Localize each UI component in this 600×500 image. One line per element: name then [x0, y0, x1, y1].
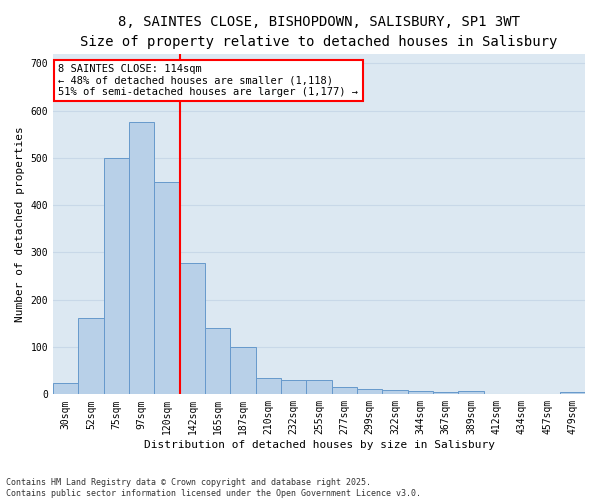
- Bar: [560, 392, 585, 394]
- Bar: [256, 378, 281, 394]
- Bar: [205, 328, 230, 394]
- Bar: [332, 387, 357, 394]
- Bar: [407, 391, 433, 394]
- Text: 8 SAINTES CLOSE: 114sqm
← 48% of detached houses are smaller (1,118)
51% of semi: 8 SAINTES CLOSE: 114sqm ← 48% of detache…: [58, 64, 358, 97]
- Bar: [281, 380, 307, 394]
- Bar: [357, 388, 382, 394]
- Text: Contains HM Land Registry data © Crown copyright and database right 2025.
Contai: Contains HM Land Registry data © Crown c…: [6, 478, 421, 498]
- Bar: [104, 158, 129, 394]
- X-axis label: Distribution of detached houses by size in Salisbury: Distribution of detached houses by size …: [143, 440, 494, 450]
- Bar: [307, 380, 332, 394]
- Bar: [230, 347, 256, 395]
- Y-axis label: Number of detached properties: Number of detached properties: [15, 126, 25, 322]
- Bar: [179, 263, 205, 394]
- Bar: [53, 382, 79, 394]
- Bar: [154, 182, 179, 394]
- Bar: [129, 122, 154, 394]
- Bar: [382, 390, 407, 394]
- Title: 8, SAINTES CLOSE, BISHOPDOWN, SALISBURY, SP1 3WT
Size of property relative to de: 8, SAINTES CLOSE, BISHOPDOWN, SALISBURY,…: [80, 15, 558, 48]
- Bar: [433, 392, 458, 394]
- Bar: [79, 318, 104, 394]
- Bar: [458, 390, 484, 394]
